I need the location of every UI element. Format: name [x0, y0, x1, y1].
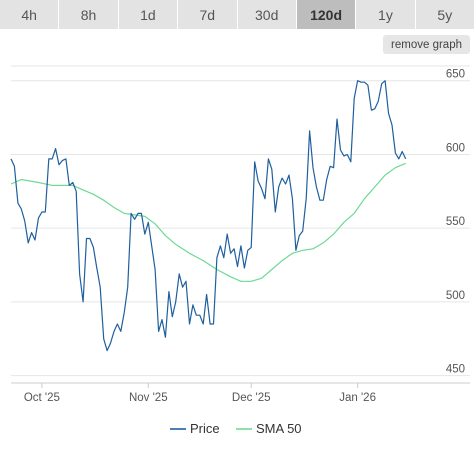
chart-grid	[11, 65, 470, 384]
range-selector: 4h 8h 1d 7d 30d 120d 1y 5y	[0, 0, 474, 30]
y-tick-label: 450	[446, 364, 465, 376]
remove-graph-button[interactable]: remove graph	[383, 35, 470, 54]
y-axis-ticks: 450 500 550 600 650	[446, 69, 465, 376]
range-button-5y[interactable]: 5y	[415, 0, 474, 29]
x-axis-ticks: Oct '25 Nov '25 Dec '25 Jan '26	[24, 383, 376, 404]
chart-legend: Price SMA 50	[170, 421, 302, 436]
y-tick-label: 650	[446, 69, 465, 81]
legend-label-sma-50[interactable]: SMA 50	[256, 421, 302, 436]
range-button-1y[interactable]: 1y	[356, 0, 415, 29]
range-button-1d[interactable]: 1d	[118, 0, 178, 29]
legend-label-price[interactable]: Price	[190, 421, 220, 436]
y-tick-label: 600	[446, 142, 465, 154]
y-tick-label: 550	[446, 216, 465, 228]
y-tick-label: 500	[446, 290, 465, 302]
x-tick-label: Dec '25	[232, 392, 271, 404]
range-button-120d[interactable]: 120d	[296, 0, 356, 29]
x-tick-label: Jan '26	[339, 392, 376, 404]
range-button-7d[interactable]: 7d	[178, 0, 237, 29]
x-tick-label: Oct '25	[24, 392, 60, 404]
range-button-4h[interactable]: 4h	[0, 0, 59, 29]
range-button-30d[interactable]: 30d	[237, 0, 296, 29]
range-button-8h[interactable]: 8h	[59, 0, 118, 29]
series-line-price	[10, 80, 407, 352]
chart-series	[10, 80, 407, 352]
series-line-sma-50	[10, 162, 406, 282]
x-tick-label: Nov '25	[129, 392, 168, 404]
